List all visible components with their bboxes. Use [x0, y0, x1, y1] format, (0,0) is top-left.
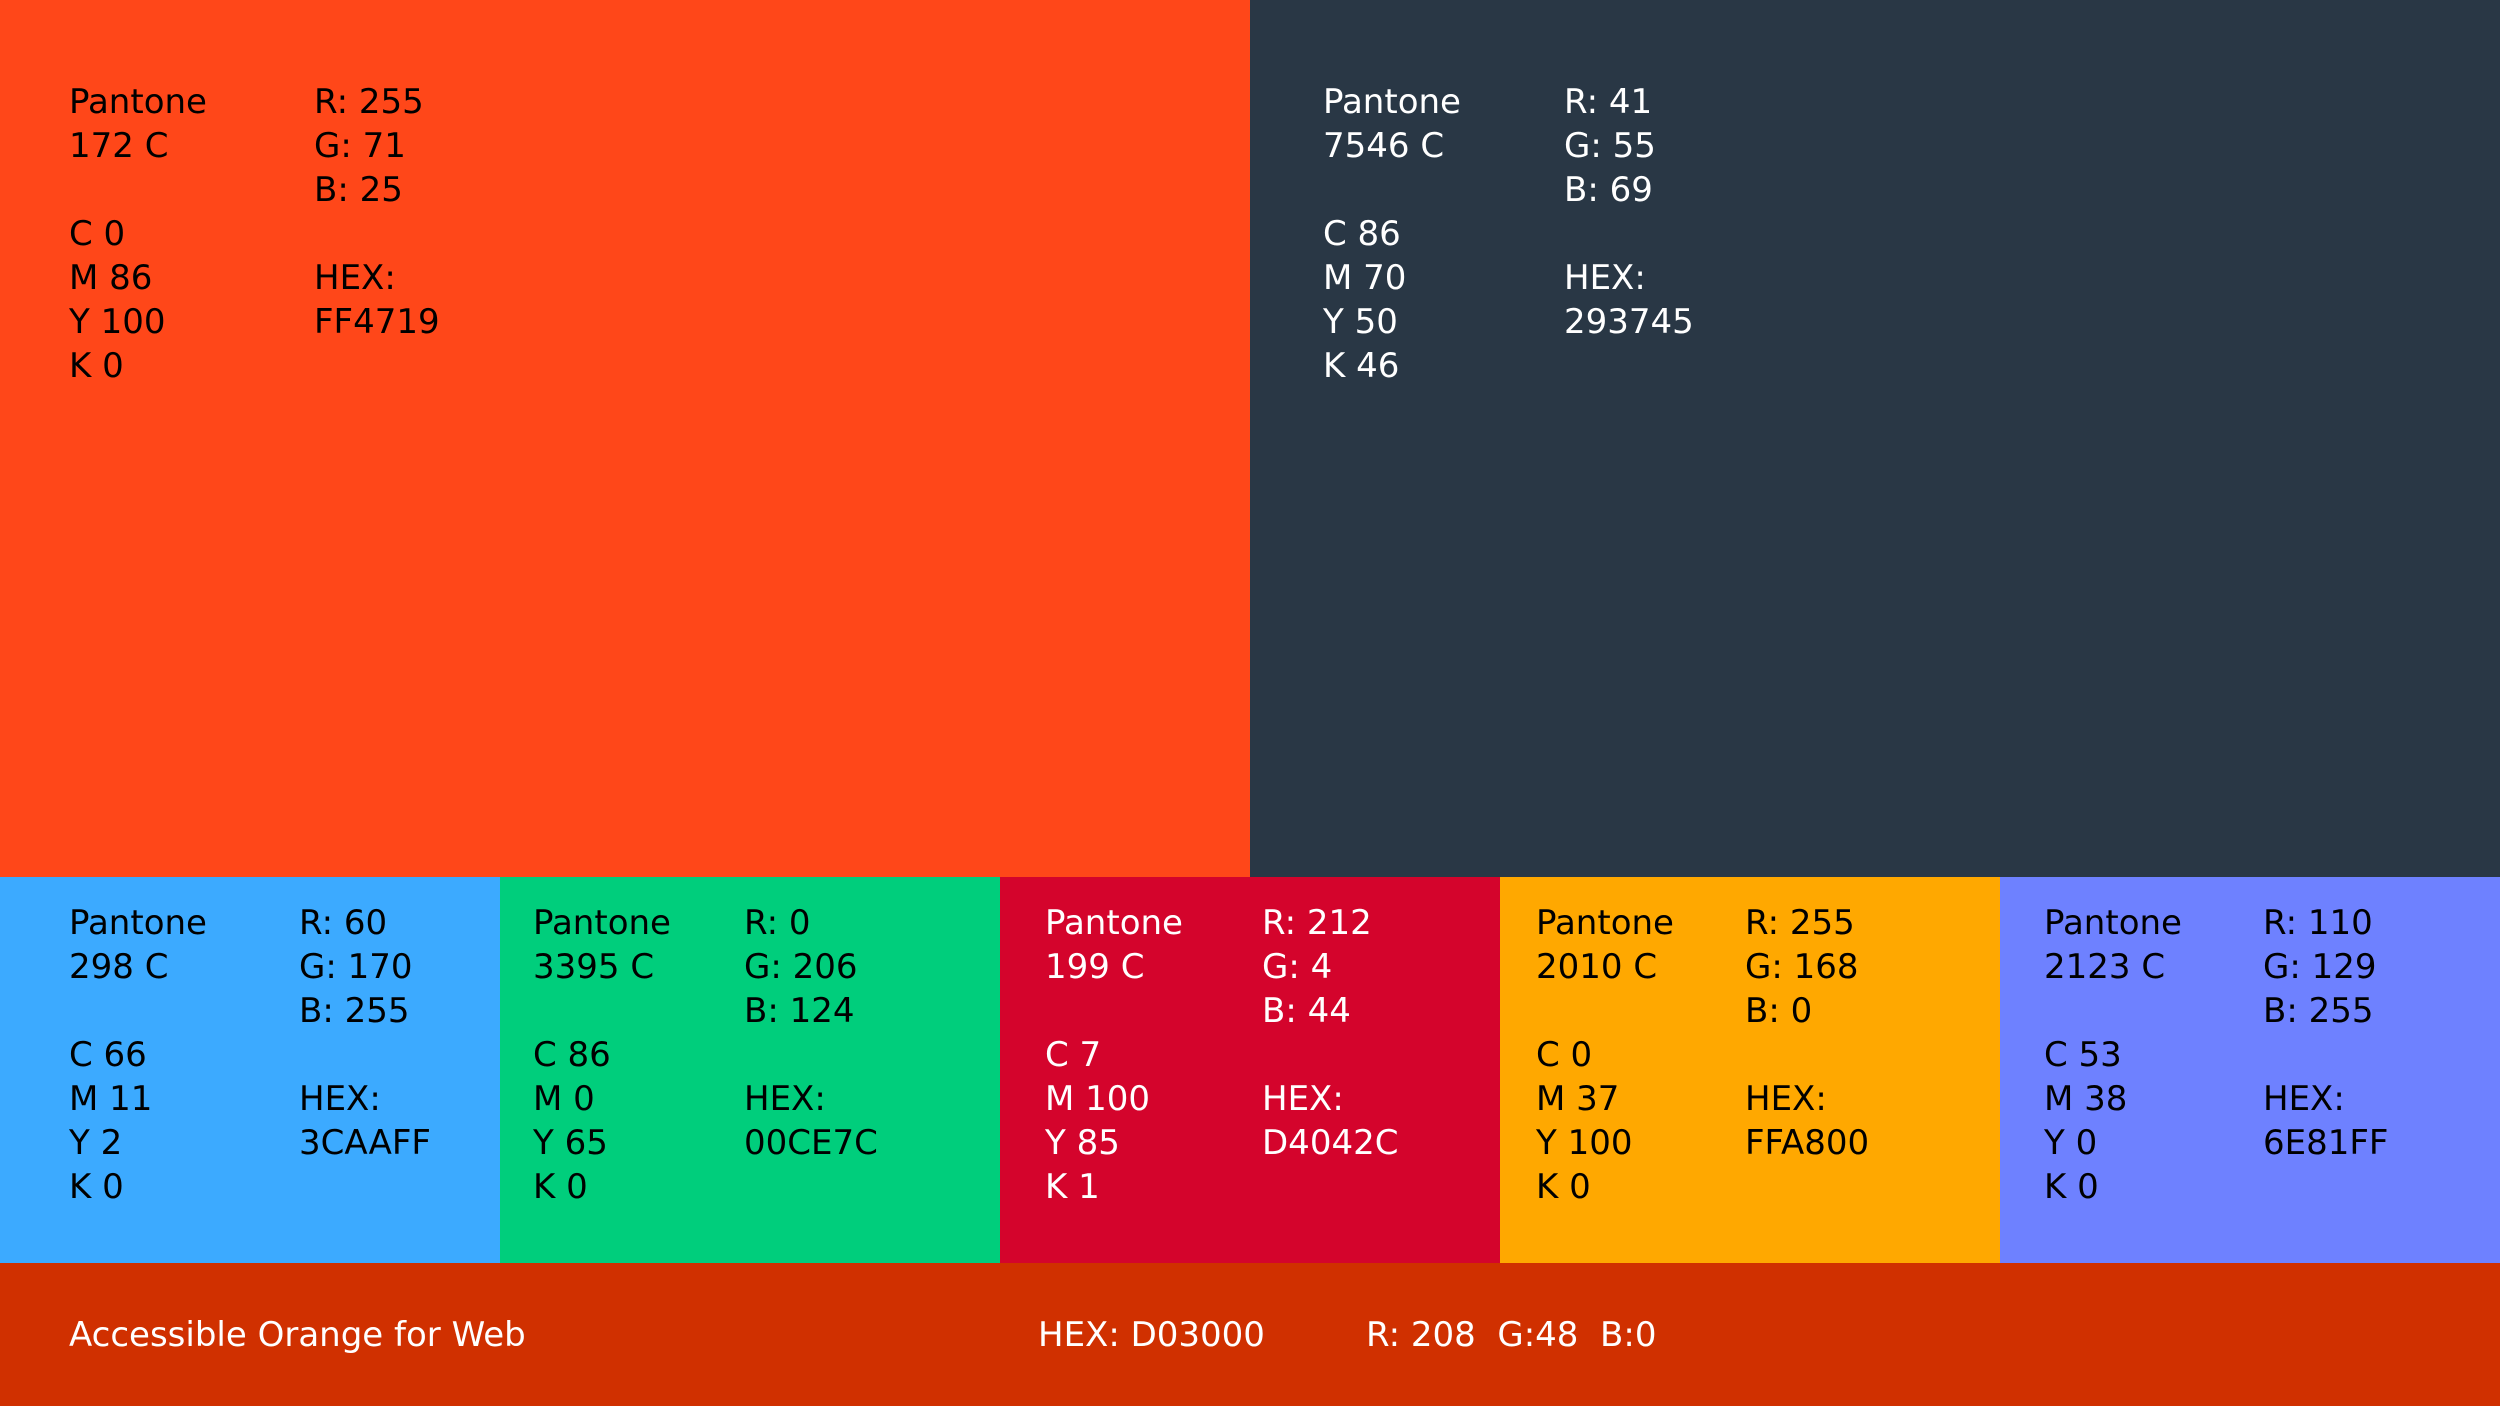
rgb-text: R: 255 [1745, 903, 1855, 943]
cmyk-text: C 66 [69, 1035, 147, 1075]
cmyk-text: C 86 [533, 1035, 611, 1075]
pantone-text: Pantone [69, 82, 207, 122]
hex-text: D4042C [1262, 1123, 1399, 1163]
rgb-text: B: 25 [314, 170, 403, 210]
rgb-text: G: 71 [314, 126, 406, 166]
pantone-text: Pantone [69, 903, 207, 943]
rgb-text: B: 255 [299, 991, 410, 1031]
cmyk-text: M 86 [69, 258, 153, 298]
cmyk-text: Y 0 [2044, 1123, 2098, 1163]
pantone-text: Pantone [1536, 903, 1674, 943]
hex-text: HEX: [1262, 1079, 1344, 1119]
rgb-text: R: 60 [299, 903, 388, 943]
hex-text: FFA800 [1745, 1123, 1870, 1163]
footer-rgb: R: 208 G:48 B:0 [1366, 1315, 1657, 1355]
rgb-text: G: 170 [299, 947, 413, 987]
rgb-text: B: 0 [1745, 991, 1813, 1031]
cmyk-text: C 53 [2044, 1035, 2122, 1075]
hex-text: 293745 [1564, 302, 1694, 342]
cmyk-text: K 0 [69, 346, 124, 386]
pantone-text: 298 C [69, 947, 169, 987]
rgb-text: B: 69 [1564, 170, 1653, 210]
rgb-text: R: 0 [744, 903, 811, 943]
footer-bar: Accessible Orange for Web HEX: D03000 R:… [0, 1263, 2500, 1406]
rgb-text: R: 255 [314, 82, 424, 122]
hex-text: 6E81FF [2263, 1123, 2389, 1163]
rgb-text: G: 55 [1564, 126, 1656, 166]
rgb-text: G: 206 [744, 947, 858, 987]
hex-text: HEX: [299, 1079, 381, 1119]
cmyk-text: Y 65 [533, 1123, 608, 1163]
cmyk-text: Y 85 [1045, 1123, 1120, 1163]
hex-text: HEX: [744, 1079, 826, 1119]
cmyk-text: Y 2 [69, 1123, 123, 1163]
rgb-text: R: 212 [1262, 903, 1372, 943]
rgb-text: R: 41 [1564, 82, 1653, 122]
cmyk-text: Y 100 [1536, 1123, 1633, 1163]
pantone-text: Pantone [1045, 903, 1183, 943]
pantone-text: 2010 C [1536, 947, 1658, 987]
rgb-text: B: 124 [744, 991, 855, 1031]
cmyk-text: C 0 [1536, 1035, 1593, 1075]
cmyk-text: C 0 [69, 214, 126, 254]
cmyk-text: K 1 [1045, 1167, 1100, 1207]
hex-text: HEX: [1564, 258, 1646, 298]
cmyk-text: M 0 [533, 1079, 595, 1119]
cmyk-text: K 0 [2044, 1167, 2099, 1207]
hex-text: FF4719 [314, 302, 440, 342]
pantone-text: 199 C [1045, 947, 1145, 987]
cmyk-text: K 46 [1323, 346, 1400, 386]
cmyk-text: K 0 [69, 1167, 124, 1207]
cmyk-text: K 0 [1536, 1167, 1591, 1207]
cmyk-text: M 100 [1045, 1079, 1151, 1119]
rgb-text: B: 44 [1262, 991, 1351, 1031]
cmyk-text: M 38 [2044, 1079, 2128, 1119]
cmyk-text: C 7 [1045, 1035, 1102, 1075]
rgb-text: R: 110 [2263, 903, 2373, 943]
color-swatch: Pantone 7546 C C 86 M 70 Y 50 K 46 R: 41 G: 55 B… [1250, 0, 2500, 877]
cmyk-text: Y 100 [69, 302, 166, 342]
hex-text: 3CAAFF [299, 1123, 431, 1163]
footer-label: Accessible Orange for Web [69, 1315, 526, 1355]
rgb-text: G: 168 [1745, 947, 1859, 987]
hex-text: HEX: [314, 258, 396, 298]
pantone-text: 7546 C [1323, 126, 1445, 166]
pantone-text: 172 C [69, 126, 169, 166]
rgb-text: B: 255 [2263, 991, 2374, 1031]
hex-text: 00CE7C [744, 1123, 878, 1163]
cmyk-text: Y 50 [1323, 302, 1398, 342]
hex-text: HEX: [2263, 1079, 2345, 1119]
pantone-text: Pantone [1323, 82, 1461, 122]
pantone-text: Pantone [533, 903, 671, 943]
pantone-text: 3395 C [533, 947, 655, 987]
pantone-text: Pantone [2044, 903, 2182, 943]
pantone-text: 2123 C [2044, 947, 2166, 987]
footer-hex: HEX: D03000 [1038, 1315, 1265, 1355]
cmyk-text: M 11 [69, 1079, 153, 1119]
rgb-text: G: 129 [2263, 947, 2377, 987]
cmyk-text: M 37 [1536, 1079, 1620, 1119]
rgb-text: G: 4 [1262, 947, 1333, 987]
cmyk-text: M 70 [1323, 258, 1407, 298]
hex-text: HEX: [1745, 1079, 1827, 1119]
cmyk-text: K 0 [533, 1167, 588, 1207]
cmyk-text: C 86 [1323, 214, 1401, 254]
